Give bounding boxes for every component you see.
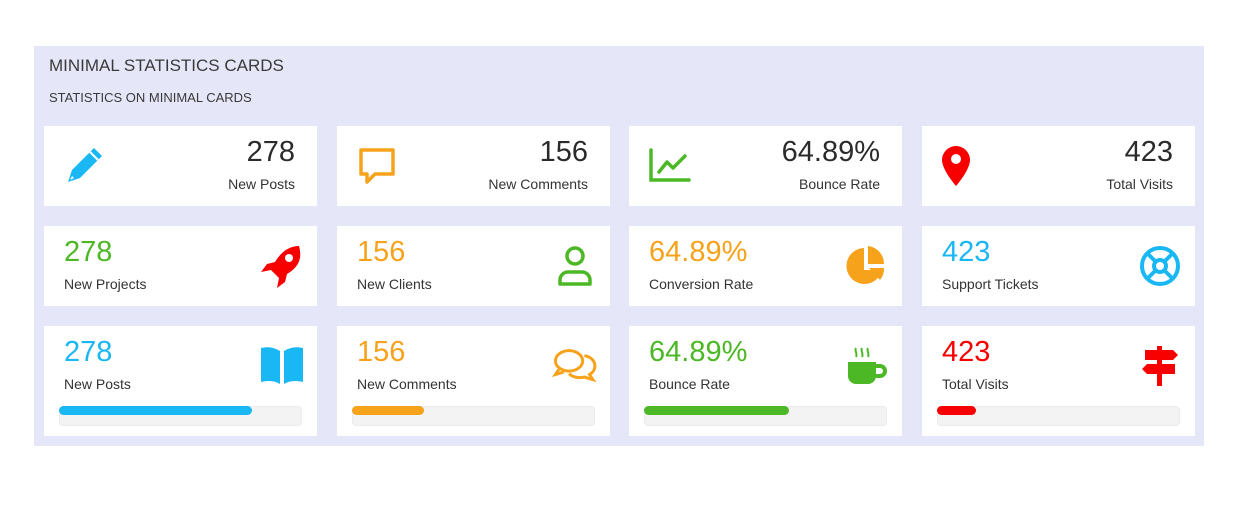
stat-card-new-posts: 278 New Posts (44, 126, 317, 206)
pencil-icon (68, 148, 102, 182)
progress-bar (644, 406, 887, 426)
pie-chart-icon (846, 246, 885, 284)
stat-value: 423 (942, 336, 991, 368)
stat-value: 156 (357, 336, 406, 368)
stat-label: Bounce Rate (649, 376, 730, 392)
stat-card-bounce-rate: 64.89% Bounce Rate (629, 126, 902, 206)
progress-bar (352, 406, 595, 426)
stat-card-new-comments: 156 New Comments (337, 126, 610, 206)
signpost-icon (1142, 346, 1178, 386)
rocket-icon (261, 246, 301, 288)
progress-fill (644, 406, 789, 415)
coffee-icon (848, 347, 887, 384)
book-icon (261, 347, 303, 384)
stat-value: 64.89% (649, 236, 748, 268)
life-ring-icon (1140, 246, 1180, 286)
stat-label: Support Tickets (942, 276, 1039, 292)
stat-label: New Comments (357, 376, 457, 392)
comments-icon (552, 349, 597, 383)
stat-value: 64.89% (781, 136, 880, 168)
map-pin-icon (942, 146, 970, 186)
stat-label: Total Visits (1106, 176, 1173, 192)
progress-fill (352, 406, 425, 415)
progress-fill (937, 406, 976, 415)
stat-card-new-posts-progress: 278 New Posts (44, 326, 317, 436)
progress-bar (59, 406, 302, 426)
stat-label: New Projects (64, 276, 147, 292)
stat-card-conversion-rate: 64.89% Conversion Rate (629, 226, 902, 306)
stat-value: 64.89% (649, 336, 748, 368)
panel-subtitle: STATISTICS ON MINIMAL CARDS (49, 90, 252, 105)
stat-value: 423 (1124, 136, 1173, 168)
stat-card-total-visits: 423 Total Visits (922, 126, 1195, 206)
stat-value: 278 (246, 136, 295, 168)
stat-label: New Posts (64, 376, 131, 392)
stat-value: 156 (539, 136, 588, 168)
stat-card-total-visits-progress: 423 Total Visits (922, 326, 1195, 436)
stat-label: Total Visits (942, 376, 1009, 392)
statistics-panel: MINIMAL STATISTICS CARDS STATISTICS ON M… (34, 46, 1204, 446)
stat-value: 278 (64, 236, 113, 268)
stat-label: Bounce Rate (799, 176, 880, 192)
stat-label: New Clients (357, 276, 432, 292)
stat-value: 423 (942, 236, 991, 268)
progress-fill (59, 406, 252, 415)
stat-card-bounce-rate-progress: 64.89% Bounce Rate (629, 326, 902, 436)
panel-title: MINIMAL STATISTICS CARDS (49, 56, 284, 75)
stat-card-new-comments-progress: 156 New Comments (337, 326, 610, 436)
stat-label: Conversion Rate (649, 276, 754, 292)
speech-bubble-icon (359, 148, 395, 184)
stat-card-new-projects: 278 New Projects (44, 226, 317, 306)
stat-value: 156 (357, 236, 406, 268)
stat-card-new-clients: 156 New Clients (337, 226, 610, 306)
stat-value: 278 (64, 336, 113, 368)
progress-bar (937, 406, 1180, 426)
user-icon (558, 246, 592, 286)
stat-card-support-tickets: 423 Support Tickets (922, 226, 1195, 306)
line-chart-icon (649, 148, 691, 182)
stat-label: New Comments (488, 176, 588, 192)
stat-label: New Posts (228, 176, 295, 192)
